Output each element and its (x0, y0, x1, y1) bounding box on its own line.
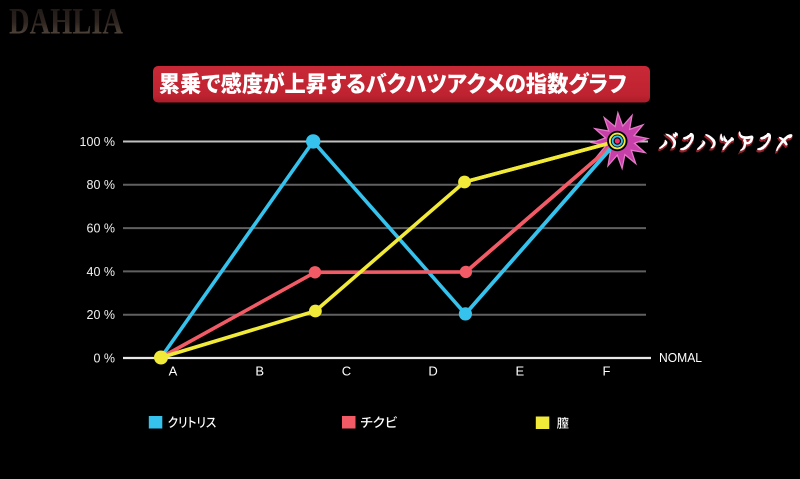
svg-text:80 %: 80 % (87, 178, 116, 192)
svg-text:B: B (255, 364, 264, 379)
svg-text:20 %: 20 % (87, 308, 116, 322)
svg-text:A: A (169, 364, 178, 379)
svg-text:NOMAL: NOMAL (659, 350, 702, 365)
svg-text:E: E (515, 364, 524, 379)
svg-text:60 %: 60 % (87, 222, 116, 236)
svg-text:40 %: 40 % (87, 265, 116, 279)
svg-text:F: F (603, 364, 611, 379)
svg-text:DAHLIA: DAHLIA (9, 2, 123, 43)
svg-text:D: D (428, 364, 437, 379)
svg-text:100 %: 100 % (80, 135, 115, 149)
svg-text:0 %: 0 % (93, 351, 115, 365)
svg-text:C: C (342, 364, 351, 379)
